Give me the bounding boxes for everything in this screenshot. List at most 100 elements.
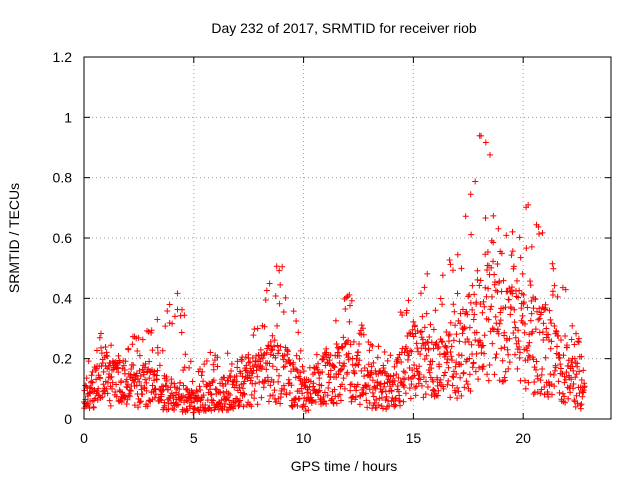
data-point [265,378,272,385]
data-point [423,378,430,385]
data-point [187,403,194,410]
data-point [144,403,151,410]
data-point [580,389,587,396]
data-point [265,342,272,349]
data-point [233,378,240,385]
data-point [484,371,491,378]
data-point [557,361,564,368]
data-point [361,373,368,380]
data-point [486,361,493,368]
data-point [202,401,209,408]
data-point [528,243,535,250]
data-point [88,372,95,379]
data-point [207,391,214,398]
data-point [447,261,454,268]
data-point [563,369,570,376]
data-point [222,381,229,388]
data-point [413,383,420,390]
data-point [275,347,282,354]
data-point [466,371,473,378]
data-point [88,385,95,392]
data-point [370,359,377,366]
data-point [446,256,453,263]
data-point [496,278,503,285]
data-point [390,381,397,388]
data-point [517,254,524,261]
data-point [430,378,437,385]
data-point [489,325,496,332]
data-point [570,367,577,374]
data-point [268,342,275,349]
data-point [528,310,535,317]
data-point [391,403,398,410]
data-point [521,346,528,353]
data-point [495,330,502,337]
data-point [547,345,554,352]
data-point [344,369,351,376]
data-point [236,384,243,391]
data-point [477,339,484,346]
data-point [269,363,276,370]
data-point [424,384,431,391]
data-point [189,389,196,396]
data-point [554,293,561,300]
data-point [272,354,279,361]
data-point [525,379,532,386]
data-point [387,352,394,359]
data-point [212,386,219,393]
data-point [522,385,529,392]
data-point [214,363,221,370]
data-point [515,337,522,344]
data-point [284,348,291,355]
data-point [519,270,526,277]
data-point [317,395,324,402]
data-point [316,387,323,394]
data-point [248,391,255,398]
y-tick-label: 0.2 [53,351,73,367]
data-point [538,371,545,378]
data-point [122,358,129,365]
data-point [280,309,287,316]
data-point [307,390,314,397]
data-point [426,334,433,341]
data-point [365,382,372,389]
data-point [135,334,142,341]
data-point [274,350,281,357]
data-point [394,383,401,390]
data-point [456,338,463,345]
data-point [492,279,499,286]
data-point [263,349,270,356]
data-point [374,354,381,361]
plot-frame [83,56,612,420]
data-point [497,309,504,316]
data-point [207,349,214,356]
data-point [142,376,149,383]
data-point [488,264,495,271]
data-point [461,325,468,332]
data-point [346,291,353,298]
data-point [458,392,465,399]
data-point [433,339,440,346]
data-point [454,395,461,402]
data-point [309,397,316,404]
data-point [358,367,365,374]
data-point [450,301,457,308]
data-point [105,363,112,370]
data-point [487,151,494,158]
data-point [162,382,169,389]
data-point [411,362,418,369]
data-point [269,392,276,399]
data-point [108,373,115,380]
data-point [123,401,130,408]
data-point [392,395,399,402]
data-point [506,359,513,366]
data-point [236,401,243,408]
data-point [581,380,588,387]
data-point [247,358,254,365]
data-point [100,368,107,375]
data-point [523,245,530,252]
data-point [271,343,278,350]
data-point [490,239,497,246]
data-point [163,377,170,384]
